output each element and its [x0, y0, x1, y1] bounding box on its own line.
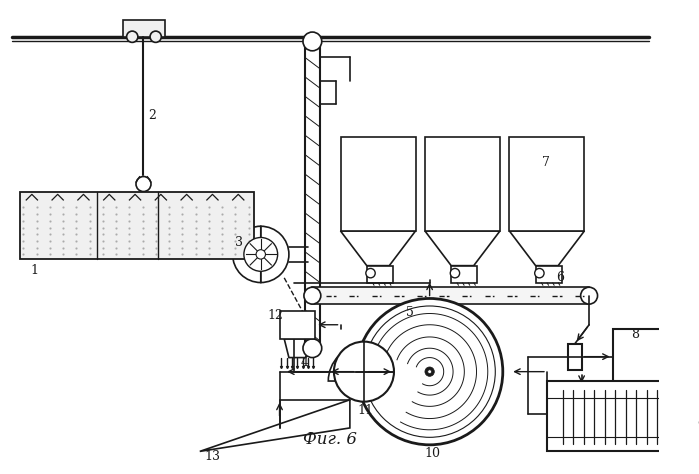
Circle shape — [581, 287, 598, 304]
Bar — [340, 137, 415, 231]
Text: 7: 7 — [542, 156, 550, 169]
Circle shape — [425, 367, 434, 376]
Circle shape — [244, 237, 278, 271]
Circle shape — [303, 32, 322, 51]
Wedge shape — [233, 226, 261, 283]
Text: 9: 9 — [697, 419, 699, 431]
Text: 8: 8 — [631, 328, 640, 340]
Circle shape — [366, 268, 375, 278]
Circle shape — [334, 342, 394, 401]
Circle shape — [150, 31, 161, 42]
Bar — [535, 265, 562, 283]
Circle shape — [364, 306, 496, 438]
Text: Фиг. 6: Фиг. 6 — [303, 431, 357, 447]
Text: 13: 13 — [205, 449, 220, 463]
Circle shape — [136, 176, 151, 191]
Polygon shape — [692, 381, 699, 451]
Polygon shape — [425, 231, 500, 265]
Circle shape — [303, 339, 322, 357]
Polygon shape — [340, 231, 415, 265]
Text: 10: 10 — [425, 447, 441, 460]
Text: 5: 5 — [406, 306, 414, 319]
Wedge shape — [329, 346, 400, 381]
Polygon shape — [510, 231, 584, 265]
Text: 11: 11 — [357, 404, 373, 418]
Bar — [280, 310, 315, 339]
Bar — [451, 265, 477, 283]
Text: 6: 6 — [556, 271, 564, 284]
Text: 4: 4 — [300, 356, 308, 369]
Bar — [612, 329, 699, 404]
Bar — [20, 191, 254, 259]
Bar — [425, 137, 500, 231]
Circle shape — [127, 31, 138, 42]
Bar — [312, 287, 589, 304]
Text: 3: 3 — [236, 236, 243, 249]
Circle shape — [428, 370, 431, 374]
Text: 12: 12 — [267, 309, 283, 322]
Text: 1: 1 — [31, 264, 39, 277]
Circle shape — [256, 250, 266, 259]
Text: 2: 2 — [148, 109, 156, 122]
Polygon shape — [284, 339, 310, 357]
Bar — [568, 344, 582, 370]
Circle shape — [304, 287, 321, 304]
Wedge shape — [261, 226, 289, 283]
Circle shape — [450, 268, 460, 278]
Circle shape — [356, 299, 503, 445]
Circle shape — [535, 268, 544, 278]
Bar — [547, 381, 692, 451]
Polygon shape — [200, 400, 350, 451]
Bar — [123, 20, 165, 37]
Bar — [367, 265, 393, 283]
Bar — [510, 137, 584, 231]
